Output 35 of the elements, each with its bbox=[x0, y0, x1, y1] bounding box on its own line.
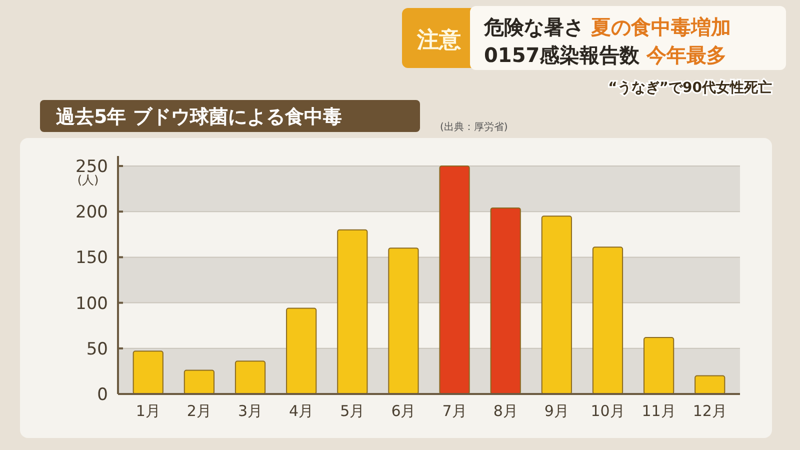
bar bbox=[439, 166, 470, 394]
x-tick-label: 6月 bbox=[391, 402, 416, 420]
x-tick-label: 9月 bbox=[544, 402, 569, 420]
bar bbox=[184, 370, 215, 394]
x-tick-label: 2月 bbox=[186, 402, 212, 420]
bar bbox=[490, 207, 521, 394]
bar bbox=[592, 246, 624, 394]
y-tick-label: 100 bbox=[76, 294, 108, 314]
x-tick-label: 3月 bbox=[238, 402, 263, 420]
text: “うなぎ”で90代女性死亡 bbox=[608, 79, 772, 96]
text: (出典：厚労省) bbox=[440, 121, 508, 133]
x-tick-label: 7月 bbox=[442, 402, 467, 420]
bar bbox=[337, 229, 368, 394]
bar bbox=[388, 248, 419, 394]
bar bbox=[694, 375, 726, 394]
x-tick-label: 4月 bbox=[289, 402, 314, 420]
text: 危険な暑さ 夏の食中毒増加 bbox=[483, 15, 731, 39]
text: 0157感染報告数 今年最多 bbox=[484, 43, 727, 67]
bar bbox=[286, 308, 317, 394]
x-tick-label: 11月 bbox=[642, 402, 676, 420]
bar bbox=[132, 350, 164, 394]
x-tick-label: 8月 bbox=[493, 402, 518, 420]
x-tick-label: 10月 bbox=[590, 402, 625, 420]
bar bbox=[541, 216, 572, 394]
chart-title: 過去5年 ブドウ球菌による食中毒 bbox=[55, 106, 342, 128]
x-tick-label: 5月 bbox=[340, 402, 365, 420]
x-tick-label: 1月 bbox=[136, 402, 160, 420]
y-tick-label: 0 bbox=[97, 384, 108, 405]
y-tick-label: 50 bbox=[86, 339, 108, 360]
y-tick-label: 150 bbox=[76, 248, 108, 268]
x-tick-label: 12月 bbox=[692, 402, 727, 420]
y-tick-label: 200 bbox=[76, 202, 108, 223]
bar bbox=[643, 336, 674, 394]
bar bbox=[234, 360, 266, 394]
text: 注意 bbox=[416, 27, 462, 53]
